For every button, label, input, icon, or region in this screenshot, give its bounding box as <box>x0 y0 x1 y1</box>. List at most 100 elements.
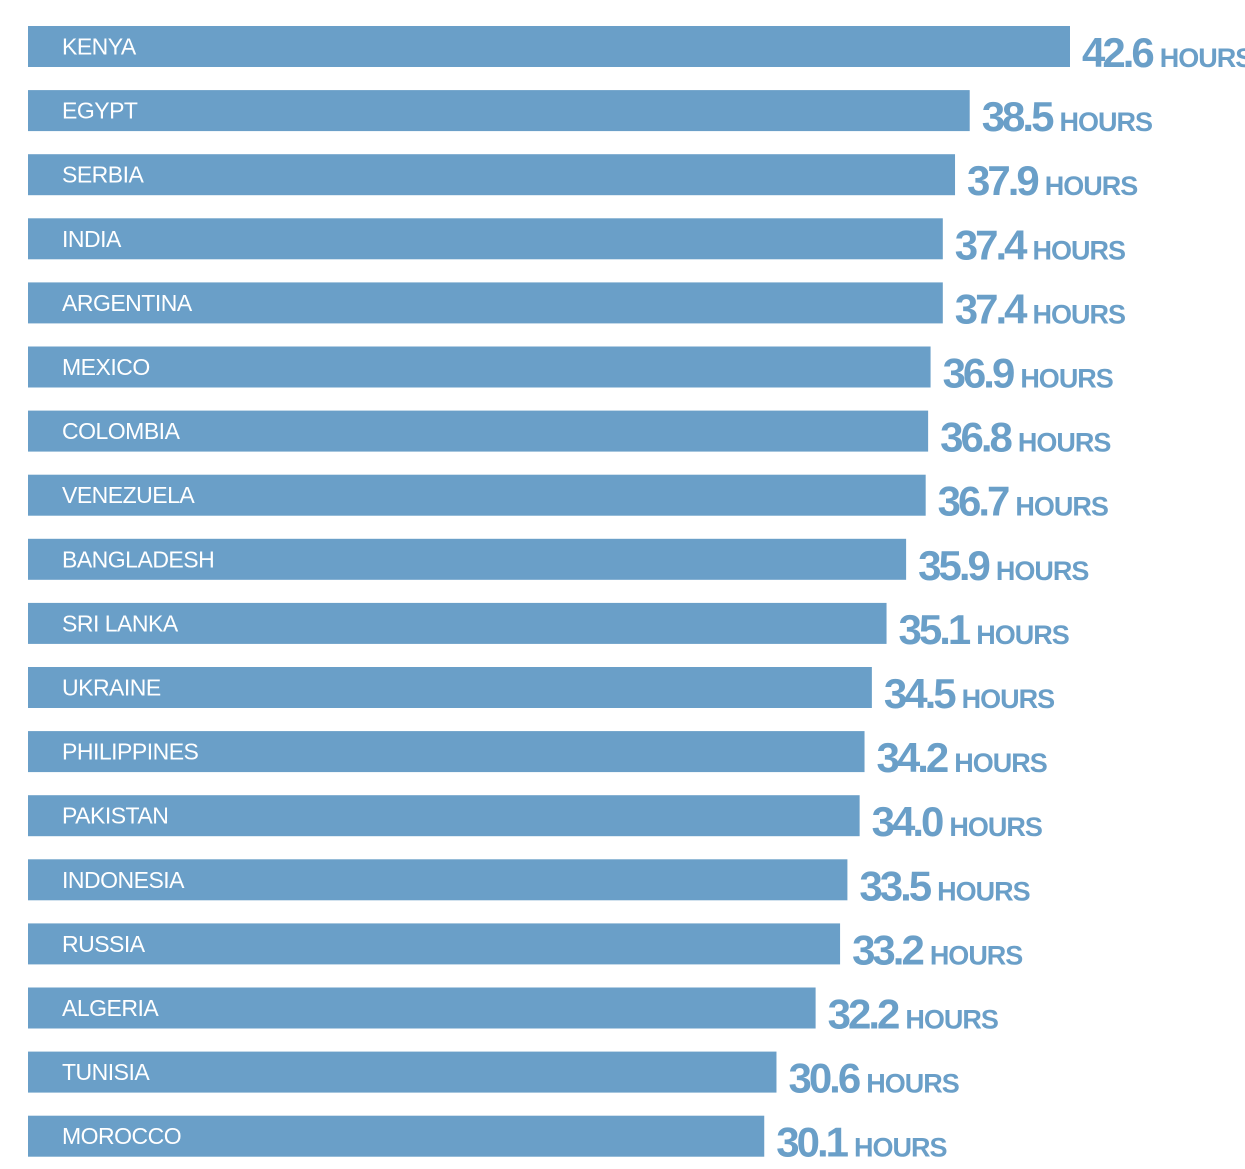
value-unit: HOURS <box>866 1069 959 1099</box>
value-unit: HOURS <box>976 620 1069 650</box>
value-label: 32.2 HOURS <box>828 991 998 1038</box>
value-label: 34.5 HOURS <box>884 670 1054 717</box>
value-label: 36.8 HOURS <box>940 414 1110 461</box>
bar-india <box>28 218 943 260</box>
bar-venezuela <box>28 474 926 516</box>
value-label: 36.7 HOURS <box>938 478 1108 525</box>
category-label: VENEZUELA <box>62 482 195 508</box>
bar-row-kenya: KENYA 42.6 HOURS <box>28 26 1245 76</box>
bar-pakistan <box>28 795 860 837</box>
value-number: 38.5 <box>982 93 1054 140</box>
value-number: 34.0 <box>872 798 943 845</box>
bar-row-ukraine: UKRAINE 34.5 HOURS <box>28 667 1055 717</box>
value-unit: HOURS <box>996 556 1089 586</box>
value-unit: HOURS <box>954 748 1047 778</box>
bar-row-mexico: MEXICO 36.9 HOURS <box>28 346 1114 397</box>
bar-row-algeria: ALGERIA 32.2 HOURS <box>28 987 999 1038</box>
value-label: 36.9 HOURS <box>943 350 1113 397</box>
category-label: PAKISTAN <box>62 803 168 829</box>
value-number: 37.4 <box>955 221 1028 268</box>
bar-row-russia: RUSSIA 33.2 HOURS <box>28 923 1023 973</box>
category-label: RUSSIA <box>62 931 146 957</box>
value-label: 38.5 HOURS <box>982 93 1152 140</box>
value-unit: HOURS <box>1059 107 1152 137</box>
value-number: 33.2 <box>852 926 923 973</box>
category-label: MOROCCO <box>62 1123 181 1149</box>
value-number: 36.9 <box>943 350 1014 397</box>
bar-egypt <box>28 90 970 132</box>
bar-row-india: INDIA 37.4 HOURS <box>28 218 1126 268</box>
bar-row-venezuela: VENEZUELA 36.7 HOURS <box>28 474 1109 525</box>
bar-tunisia <box>28 1051 777 1093</box>
value-number: 34.5 <box>884 670 956 717</box>
category-label: SERBIA <box>62 162 145 188</box>
bar-row-philippines: PHILIPPINES 34.2 HOURS <box>28 731 1048 781</box>
bar-indonesia <box>28 859 848 901</box>
value-number: 37.4 <box>955 285 1028 332</box>
value-label: 42.6 HOURS <box>1082 29 1245 76</box>
bar-row-indonesia: INDONESIA 33.5 HOURS <box>28 859 1031 909</box>
value-label: 33.2 HOURS <box>852 926 1022 973</box>
bar-row-sri-lanka: SRI LANKA 35.1 HOURS <box>28 602 1070 653</box>
bar-serbia <box>28 154 956 196</box>
bar-row-morocco: MOROCCO 30.1 HOURS <box>28 1115 948 1166</box>
bar-colombia <box>28 410 929 452</box>
value-unit: HOURS <box>949 812 1042 842</box>
category-label: SRI LANKA <box>62 610 179 636</box>
value-label: 35.1 HOURS <box>899 606 1069 653</box>
bar-row-egypt: EGYPT 38.5 HOURS <box>28 90 1153 140</box>
bar-mexico <box>28 346 931 388</box>
value-number: 35.9 <box>918 542 989 589</box>
value-unit: HOURS <box>937 876 1030 906</box>
value-unit: HOURS <box>962 684 1055 714</box>
bar-kenya <box>28 26 1070 67</box>
value-unit: HOURS <box>905 1005 998 1035</box>
bar-row-bangladesh: BANGLADESH 35.9 HOURS <box>28 538 1089 589</box>
category-label: UKRAINE <box>62 675 161 701</box>
bar-russia <box>28 923 841 965</box>
category-label: PHILIPPINES <box>62 739 199 765</box>
value-label: 37.9 HOURS <box>967 157 1137 204</box>
bar-row-argentina: ARGENTINA 37.4 HOURS <box>28 282 1126 332</box>
value-unit: HOURS <box>1020 364 1113 394</box>
value-number: 32.2 <box>828 991 899 1038</box>
category-label: INDIA <box>62 226 122 252</box>
value-unit: HOURS <box>1015 492 1108 522</box>
value-label: 35.9 HOURS <box>918 542 1088 589</box>
value-number: 36.8 <box>940 414 1012 461</box>
value-label: 34.0 HOURS <box>872 798 1042 845</box>
bar-bangladesh <box>28 538 907 580</box>
value-unit: HOURS <box>854 1133 947 1163</box>
value-label: 34.2 HOURS <box>877 734 1047 781</box>
category-label: EGYPT <box>62 98 138 124</box>
bar-philippines <box>28 731 865 773</box>
value-unit: HOURS <box>1018 428 1111 458</box>
category-label: ARGENTINA <box>62 290 193 316</box>
category-label: KENYA <box>62 34 137 60</box>
value-unit: HOURS <box>1033 235 1126 265</box>
category-label: TUNISIA <box>62 1059 150 1085</box>
bar-row-serbia: SERBIA 37.9 HOURS <box>28 154 1138 204</box>
bar-ukraine <box>28 667 872 708</box>
value-number: 42.6 <box>1082 29 1153 76</box>
value-number: 30.6 <box>788 1055 859 1102</box>
value-label: 30.6 HOURS <box>788 1055 958 1102</box>
category-label: BANGLADESH <box>62 546 214 572</box>
value-number: 34.2 <box>877 734 948 781</box>
bar-sri-lanka <box>28 602 887 644</box>
value-label: 33.5 HOURS <box>859 862 1029 909</box>
value-number: 35.1 <box>899 606 971 653</box>
bar-row-pakistan: PAKISTAN 34.0 HOURS <box>28 795 1043 845</box>
bar-morocco <box>28 1115 765 1157</box>
bar-argentina <box>28 282 943 324</box>
value-number: 36.7 <box>938 478 1009 525</box>
value-number: 33.5 <box>859 862 931 909</box>
category-label: MEXICO <box>62 354 150 380</box>
value-unit: HOURS <box>930 940 1023 970</box>
value-label: 30.1 HOURS <box>776 1119 946 1166</box>
value-label: 37.4 HOURS <box>955 285 1125 332</box>
value-label: 37.4 HOURS <box>955 221 1125 268</box>
value-unit: HOURS <box>1160 43 1245 73</box>
bar-algeria <box>28 987 816 1029</box>
